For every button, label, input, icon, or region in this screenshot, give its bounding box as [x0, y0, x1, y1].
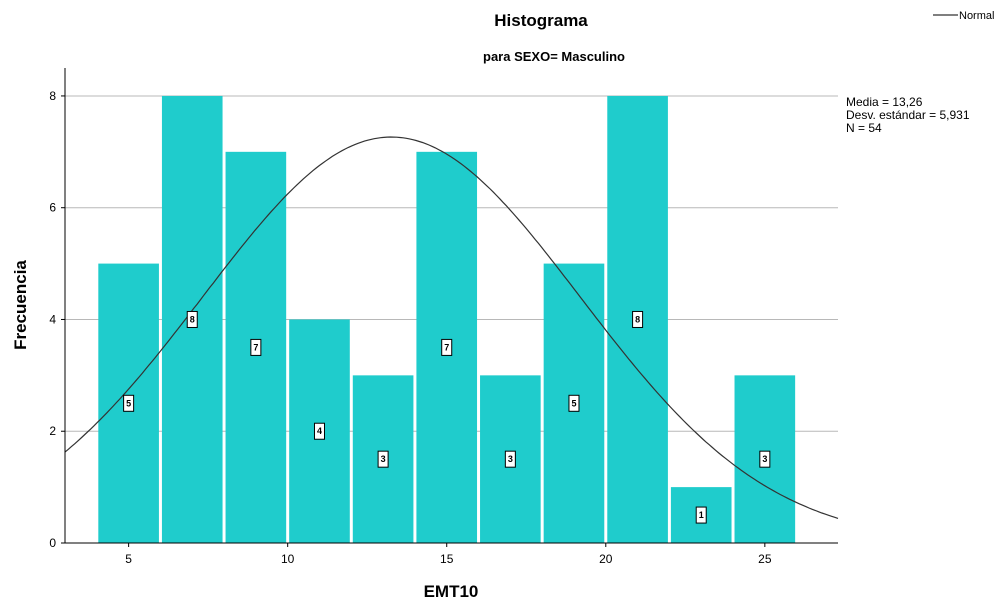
y-tick-label: 6	[49, 201, 56, 215]
bar-label-box-21	[632, 310, 644, 328]
normal-curve	[64, 136, 839, 519]
bar-label-box-5	[123, 394, 135, 412]
legend-normal-label: Normal	[959, 10, 994, 22]
bar-label-25: 3	[762, 454, 767, 464]
bar-label-9: 7	[253, 342, 258, 352]
y-tick-label: 8	[49, 89, 56, 103]
bar-label-box-15	[441, 338, 453, 356]
bar-label-23: 1	[699, 510, 704, 520]
stat-mean: Media = 13,26	[846, 95, 923, 109]
bar-label-box-13	[377, 450, 389, 468]
chart-subtitle: para SEXO= Masculino	[483, 49, 625, 64]
bar-label-17: 3	[508, 454, 513, 464]
stat-sd: Desv. estándar = 5,931	[846, 108, 970, 122]
x-tick-label: 10	[281, 552, 295, 566]
y-tick-label: 0	[49, 536, 56, 550]
bar-label-13: 3	[381, 454, 386, 464]
bar-label-box-23	[695, 506, 707, 524]
bar-label-7: 8	[190, 314, 195, 324]
stat-n: N = 54	[846, 121, 882, 135]
bar-label-11: 4	[317, 426, 322, 436]
bar-value-labels: 5 8 7 4 3 7 3 5 8 1 3	[123, 310, 771, 524]
legend: Normal	[933, 10, 994, 22]
bar-label-box-19	[568, 394, 580, 412]
bar-label-box-9	[250, 338, 262, 356]
stats-box: Media = 13,26 Desv. estándar = 5,931 N =…	[846, 95, 970, 135]
x-tick-label: 15	[440, 552, 454, 566]
x-tick-label: 5	[125, 552, 132, 566]
bar-label-box-11	[313, 422, 325, 440]
x-tick-label: 20	[599, 552, 613, 566]
x-tick-label: 25	[758, 552, 772, 566]
bar-label-21: 8	[635, 314, 640, 324]
bar-label-5: 5	[126, 398, 131, 408]
bar-label-15: 7	[444, 342, 449, 352]
y-axis-ticks: 0 2 4 6 8	[49, 89, 65, 550]
y-axis-label: Frecuencia	[11, 260, 30, 350]
chart-title: Histograma	[494, 11, 588, 30]
bars	[98, 95, 796, 544]
x-axis-ticks: 5 10 15 20 25	[125, 543, 772, 566]
bar-label-box-25	[759, 450, 771, 468]
y-tick-label: 4	[49, 312, 56, 326]
bar-label-box-17	[504, 450, 516, 468]
x-axis-label: EMT10	[424, 582, 479, 601]
y-tick-label: 2	[49, 424, 56, 438]
bar-label-19: 5	[571, 398, 576, 408]
bar-label-box-7	[186, 310, 198, 328]
